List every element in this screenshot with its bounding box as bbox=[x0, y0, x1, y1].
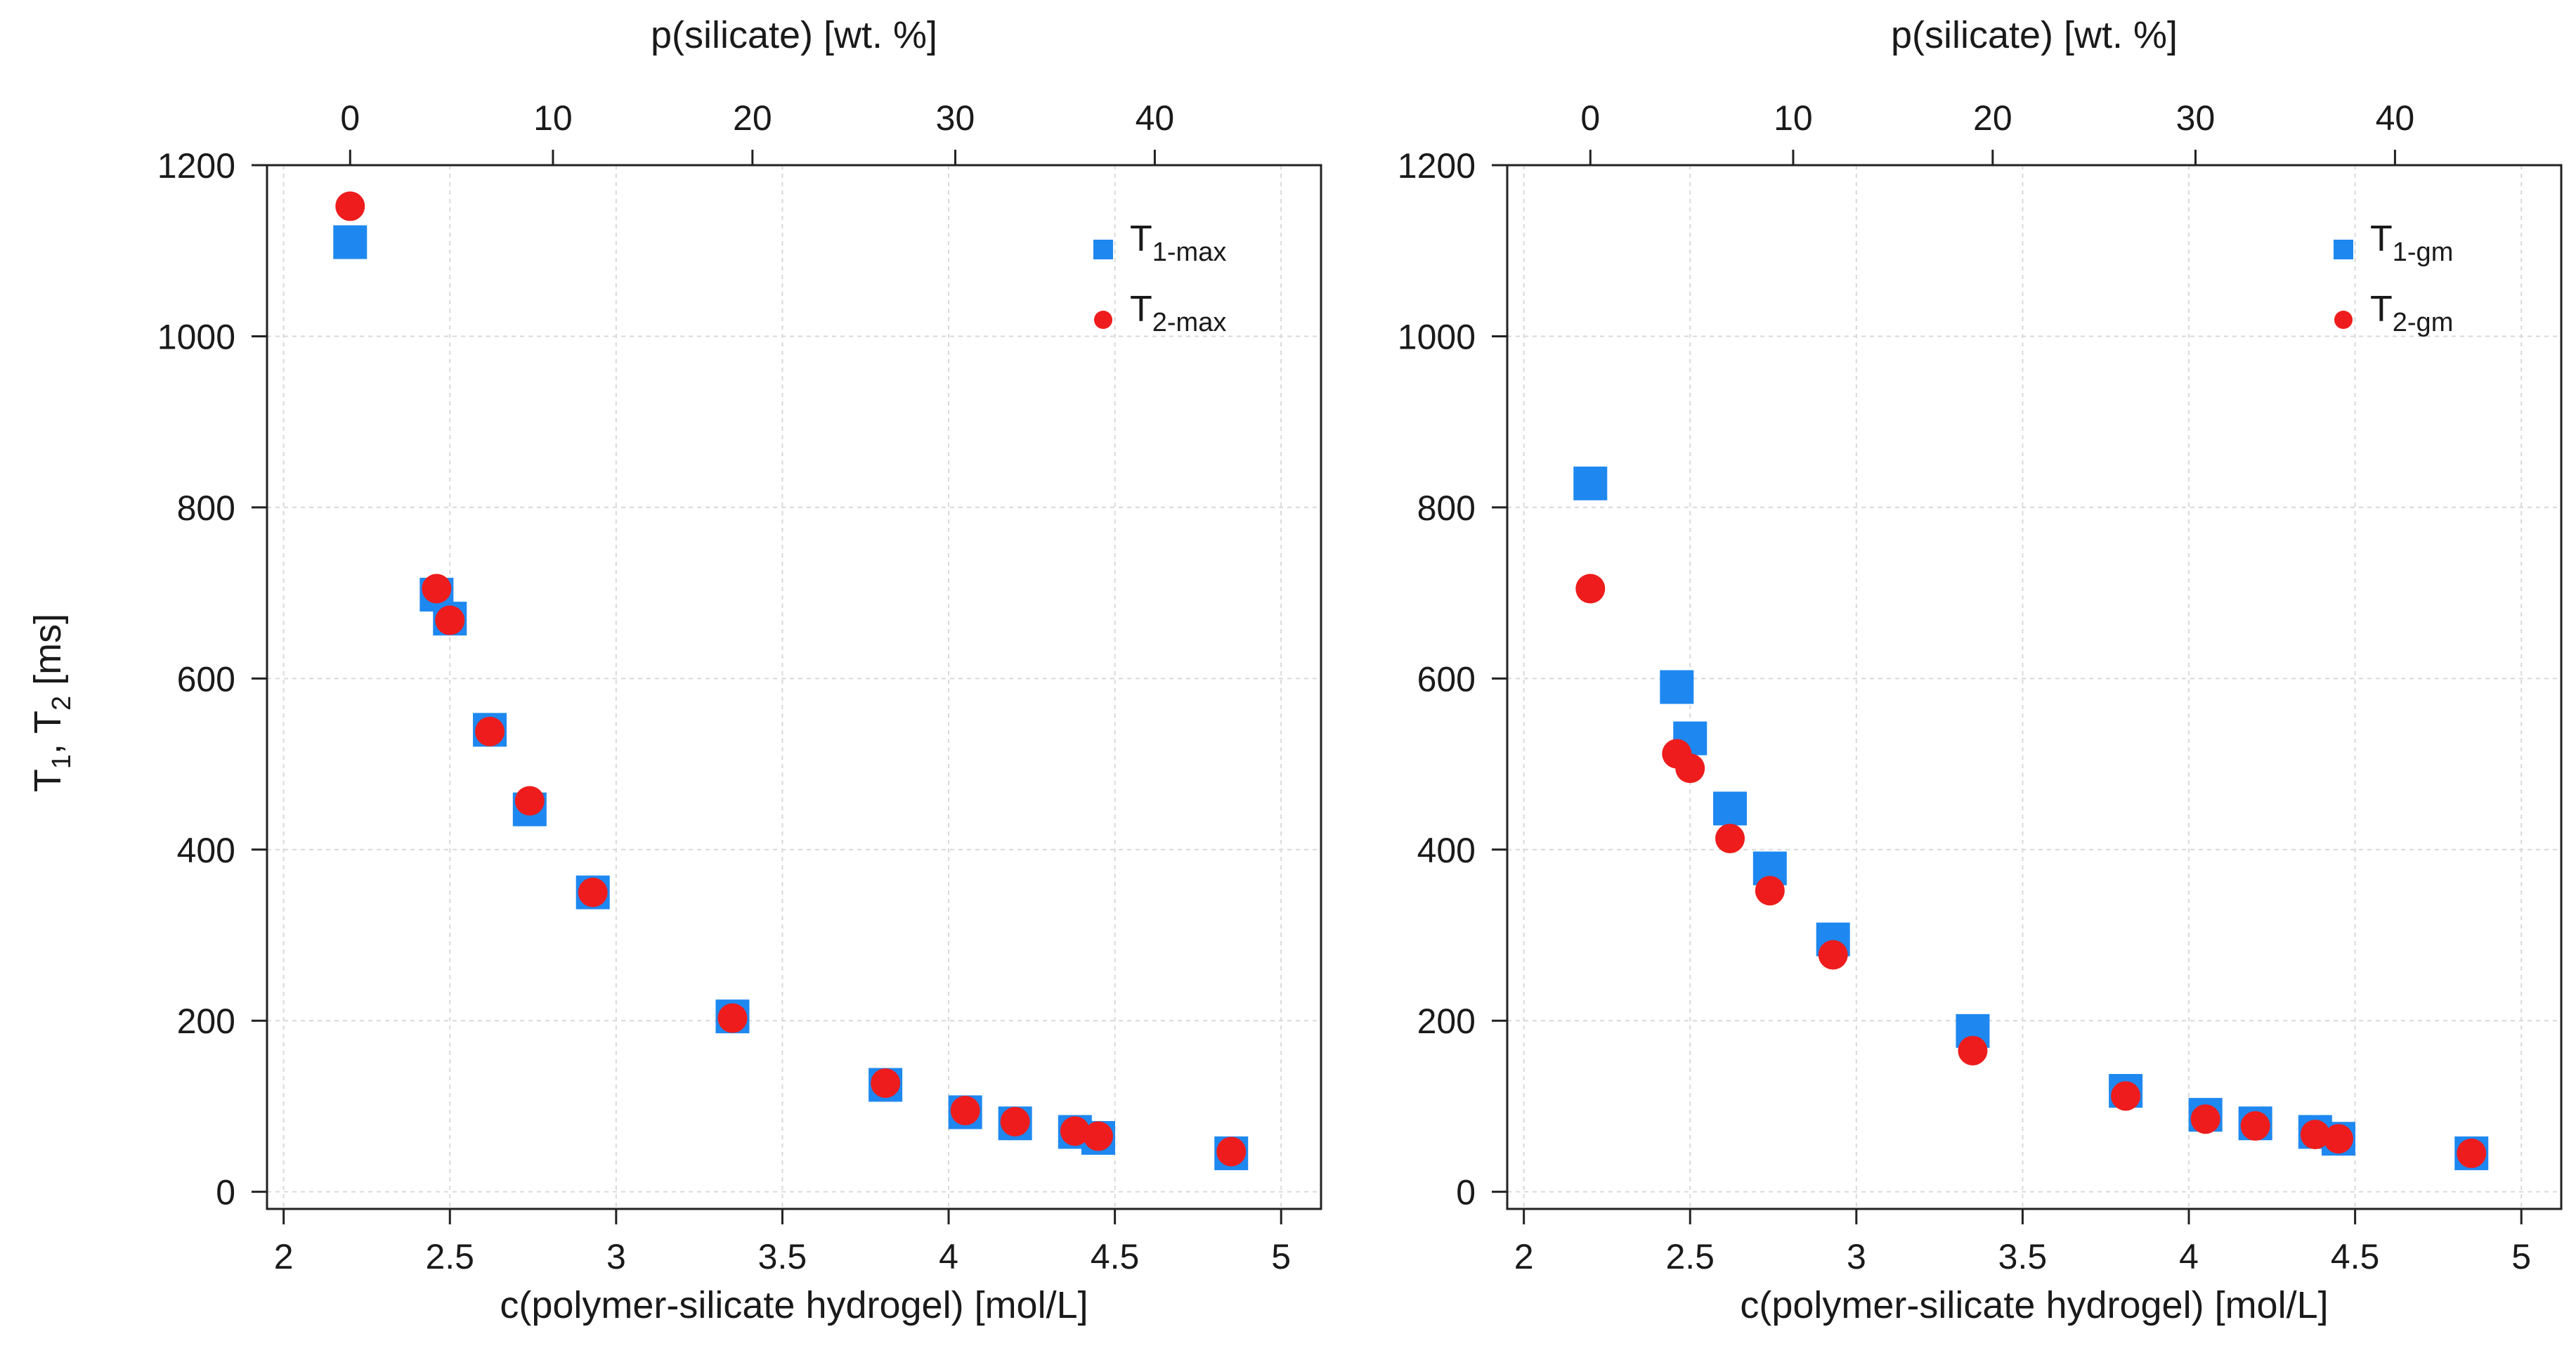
y-tick-label: 1000 bbox=[157, 317, 235, 356]
top-x-tick-label: 0 bbox=[1580, 98, 1600, 138]
top-x-tick-label: 20 bbox=[733, 98, 772, 138]
plot-frame bbox=[266, 164, 1322, 1210]
legend-label: T1-gm bbox=[2370, 219, 2453, 267]
data-point-circle bbox=[1818, 940, 1848, 970]
data-point-circle bbox=[2111, 1081, 2141, 1111]
y-tick-label: 800 bbox=[1417, 488, 1476, 528]
legend-label: T2-gm bbox=[2370, 289, 2453, 337]
y-tick-label: 600 bbox=[1417, 659, 1476, 699]
x-axis-label: c(polymer-silicate hydrogel) [mol/L] bbox=[500, 1284, 1088, 1326]
legend-marker-square bbox=[2334, 240, 2353, 259]
data-point-circle bbox=[435, 605, 465, 635]
y-tick-label: 1200 bbox=[1398, 146, 1476, 186]
x-tick-label: 2 bbox=[274, 1237, 294, 1276]
x-tick-label: 4 bbox=[939, 1237, 958, 1276]
legend-marker-circle bbox=[2334, 311, 2353, 329]
data-point-circle bbox=[1675, 753, 1705, 784]
legend-label: T1-max bbox=[1130, 219, 1226, 267]
y-tick-label: 0 bbox=[216, 1173, 235, 1212]
y-tick-label: 1000 bbox=[1398, 317, 1476, 356]
y-tick-label: 400 bbox=[177, 831, 235, 870]
data-point-square bbox=[1713, 791, 1748, 826]
data-point-circle bbox=[514, 786, 545, 816]
legend-marker-circle bbox=[1094, 311, 1112, 329]
x-tick-label: 3 bbox=[1847, 1237, 1866, 1276]
y-axis-label: T1, T2 [ms] bbox=[27, 614, 77, 792]
top-x-tick-label: 40 bbox=[1136, 98, 1175, 138]
series-1-gm bbox=[1573, 466, 2489, 1170]
data-point-circle bbox=[1000, 1106, 1030, 1137]
data-point-circle bbox=[1958, 1035, 1988, 1066]
plot-frame bbox=[1506, 164, 2563, 1210]
chart-panel-2: 2 2.5 3 3.5 4 4.5 50 10 20 30 40020040060080010001… bbox=[1398, 14, 2563, 1326]
data-point-circle bbox=[1715, 823, 1745, 853]
x-axis-label: c(polymer-silicate hydrogel) [mol/L] bbox=[1740, 1284, 2328, 1326]
y-tick-label: 600 bbox=[177, 659, 235, 699]
x-tick-label: 3.5 bbox=[1998, 1237, 2048, 1276]
chart-panel-1: 2 2.5 3 3.5 4 4.5 50 10 20 30 40020040060080010001… bbox=[157, 14, 1322, 1326]
data-point-circle bbox=[1755, 876, 1785, 906]
data-point-circle bbox=[1083, 1121, 1113, 1151]
data-point-circle bbox=[2240, 1111, 2270, 1141]
y-tick-label: 800 bbox=[177, 488, 235, 528]
x-tick-label: 4 bbox=[2179, 1237, 2199, 1276]
top-x-tick-label: 0 bbox=[340, 98, 360, 138]
x-tick-label: 5 bbox=[1271, 1237, 1291, 1276]
data-point-circle bbox=[2190, 1104, 2220, 1134]
legend-label: T2-max bbox=[1130, 289, 1226, 337]
data-point-circle bbox=[1060, 1116, 1090, 1146]
y-tick-label: 1200 bbox=[157, 146, 235, 186]
legend-marker-square bbox=[1093, 240, 1113, 259]
data-point-circle bbox=[578, 877, 608, 907]
x-tick-label: 3 bbox=[606, 1237, 626, 1276]
data-point-circle bbox=[717, 1003, 748, 1033]
x-tick-label: 4.5 bbox=[2331, 1237, 2380, 1276]
data-point-square bbox=[1573, 466, 1608, 500]
x-tick-label: 4.5 bbox=[1091, 1237, 1140, 1276]
x-tick-label: 5 bbox=[2511, 1237, 2531, 1276]
data-point-circle bbox=[475, 716, 505, 746]
data-point-circle bbox=[950, 1096, 980, 1126]
top-x-axis-label: p(silicate) [wt. %] bbox=[1891, 14, 2178, 56]
x-tick-label: 2.5 bbox=[425, 1237, 474, 1276]
top-x-tick-label: 30 bbox=[2176, 98, 2216, 138]
y-tick-label: 200 bbox=[1417, 1002, 1476, 1041]
data-point-circle bbox=[422, 574, 452, 604]
top-x-tick-label: 40 bbox=[2376, 98, 2415, 138]
data-point-square bbox=[333, 225, 367, 259]
y-tick-label: 200 bbox=[177, 1002, 235, 1041]
data-point-circle bbox=[2300, 1120, 2330, 1150]
data-point-square bbox=[1660, 670, 1694, 704]
y-tick-label: 400 bbox=[1417, 831, 1476, 870]
top-x-axis-label: p(silicate) [wt. %] bbox=[651, 14, 937, 56]
top-x-tick-label: 30 bbox=[936, 98, 975, 138]
series-2-gm bbox=[1575, 574, 2487, 1168]
data-point-circle bbox=[335, 191, 365, 221]
data-point-circle bbox=[1216, 1137, 1247, 1167]
top-x-tick-label: 10 bbox=[533, 98, 573, 138]
y-tick-label: 0 bbox=[1456, 1173, 1476, 1212]
x-tick-label: 2 bbox=[1514, 1237, 1534, 1276]
series-1-max bbox=[333, 225, 1249, 1170]
x-tick-label: 2.5 bbox=[1665, 1237, 1715, 1276]
data-point-circle bbox=[2323, 1124, 2353, 1154]
data-point-circle bbox=[1575, 574, 1606, 604]
top-x-tick-label: 20 bbox=[1973, 98, 2012, 138]
series-2-max bbox=[335, 191, 1247, 1167]
data-point-circle bbox=[2457, 1138, 2487, 1168]
top-x-tick-label: 10 bbox=[1774, 98, 1813, 138]
x-tick-label: 3.5 bbox=[758, 1237, 807, 1276]
data-point-circle bbox=[871, 1068, 901, 1099]
